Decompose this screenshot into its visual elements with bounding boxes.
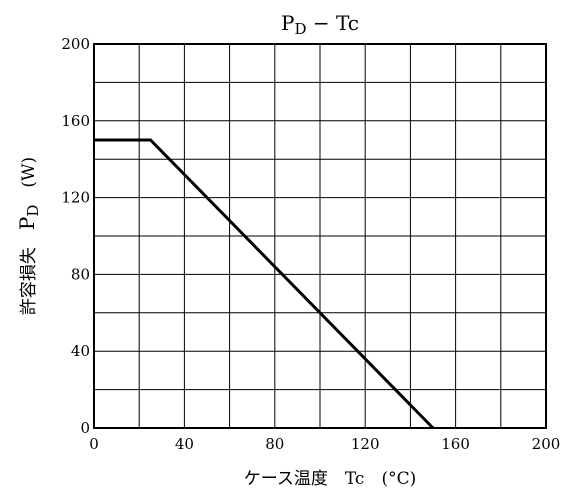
x-tick-labels: 0 40 80 120 160 200 — [89, 435, 560, 453]
x-tick-label: 80 — [265, 435, 284, 453]
y-axis-label-sub: D — [24, 205, 42, 217]
y-tick-label: 0 — [80, 419, 90, 437]
x-tick-label: 160 — [441, 435, 470, 453]
chart-title-rest: − Tc — [307, 11, 359, 35]
grid — [94, 44, 546, 428]
chart-title-sub: D — [294, 20, 306, 38]
x-tick-label: 0 — [89, 435, 99, 453]
y-tick-label: 120 — [61, 189, 90, 207]
chart-title: PD − Tc — [281, 11, 359, 38]
x-tick-label: 40 — [175, 435, 194, 453]
y-tick-label: 80 — [71, 265, 90, 283]
y-tick-label: 40 — [71, 342, 90, 360]
y-tick-label: 160 — [61, 112, 90, 130]
series-line — [94, 138, 435, 430]
x-tick-label: 120 — [351, 435, 380, 453]
chart-title-main: P — [281, 11, 294, 35]
y-axis-label-jp: 許容損失 — [19, 230, 39, 315]
y-tick-label: 200 — [61, 35, 90, 53]
x-tick-label: 200 — [532, 435, 561, 453]
y-axis-label-symbol: P — [15, 217, 39, 230]
x-axis-label: ケース温度 Tc (°C) — [244, 469, 416, 489]
y-tick-labels: 0 40 80 120 160 200 — [61, 35, 90, 437]
series-group — [94, 138, 435, 430]
y-axis-label-unit: (W) — [19, 157, 39, 205]
y-axis-label: 許容損失 PD (W) — [15, 157, 42, 315]
plot-frame — [93, 43, 547, 429]
